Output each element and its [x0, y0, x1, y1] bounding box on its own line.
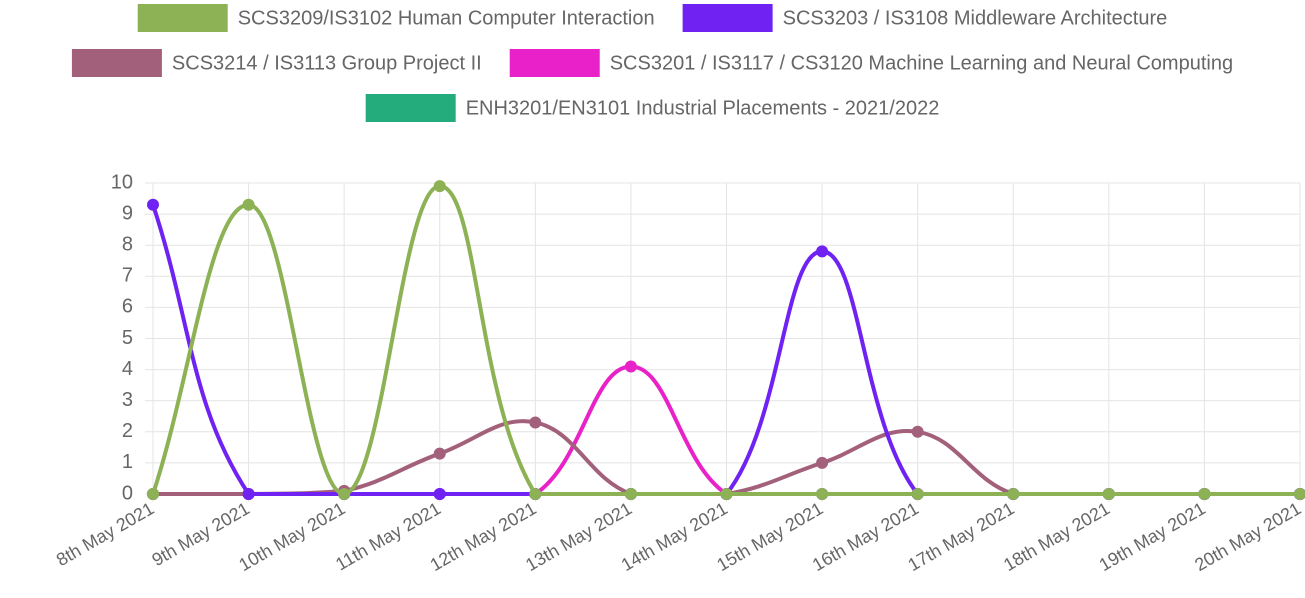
legend-label: ENH3201/EN3101 Industrial Placements - 2… [466, 97, 940, 119]
legend-swatch [71, 49, 162, 77]
y-tick-label: 9 [122, 202, 133, 224]
data-point [1198, 488, 1211, 500]
legend-swatch [365, 94, 456, 122]
y-tick-label: 8 [122, 233, 133, 255]
data-point [720, 488, 733, 500]
x-tick-label: 19th May 2021 [1096, 498, 1209, 575]
y-tick-label: 1 [122, 451, 133, 473]
y-tick-label: 4 [122, 358, 133, 380]
x-tick-label: 20th May 2021 [1191, 498, 1304, 575]
legend-swatch [509, 49, 600, 77]
y-tick-label: 2 [122, 420, 133, 442]
legend-item: ENH3201/EN3101 Industrial Placements - 2… [365, 94, 940, 122]
data-point [911, 488, 924, 500]
data-point [1102, 488, 1115, 500]
data-point [529, 488, 542, 500]
data-point [1294, 488, 1305, 500]
data-point [624, 488, 637, 500]
x-tick-label: 12th May 2021 [427, 498, 540, 575]
data-point [1007, 488, 1020, 500]
data-point [433, 447, 446, 460]
data-point [147, 198, 159, 211]
legend-label: SCS3214 / IS3113 Group Project II [172, 52, 482, 74]
legend-label: SCS3201 / IS3117 / CS3120 Machine Learni… [610, 52, 1233, 74]
legend-item: SCS3201 / IS3117 / CS3120 Machine Learni… [509, 49, 1233, 77]
legend-label: SCS3209/IS3102 Human Computer Interactio… [238, 7, 655, 29]
y-tick-label: 0 [122, 482, 133, 504]
data-point [433, 180, 446, 193]
legend-swatch [682, 4, 773, 32]
legend-item: SCS3209/IS3102 Human Computer Interactio… [137, 4, 655, 32]
x-tick-label: 15th May 2021 [713, 498, 826, 575]
y-tick-label: 5 [122, 327, 133, 349]
x-tick-label: 13th May 2021 [522, 498, 635, 575]
legend-item: SCS3203 / IS3108 Middleware Architecture [682, 4, 1168, 32]
data-point [911, 425, 924, 438]
data-point [624, 360, 637, 373]
data-point [242, 198, 255, 211]
data-point [816, 245, 829, 258]
series-line [151, 184, 1300, 497]
data-point [529, 416, 542, 429]
y-tick-label: 10 [111, 171, 133, 193]
x-tick-label: 8th May 2021 [53, 498, 157, 570]
y-tick-label: 3 [122, 389, 133, 411]
x-tick-label: 18th May 2021 [1000, 498, 1113, 575]
y-tick-label: 7 [122, 265, 133, 287]
data-point [433, 488, 446, 500]
data-point [816, 488, 829, 500]
data-point [338, 488, 351, 500]
data-point [816, 456, 829, 469]
data-point [147, 488, 159, 500]
y-tick-label: 6 [122, 296, 133, 318]
legend-swatch [137, 4, 228, 32]
legend-item: SCS3214 / IS3113 Group Project II [71, 49, 482, 77]
x-tick-label: 14th May 2021 [618, 498, 731, 575]
data-point [242, 488, 255, 500]
x-tick-label: 16th May 2021 [809, 498, 922, 575]
legend-label: SCS3203 / IS3108 Middleware Architecture [783, 7, 1168, 29]
x-tick-label: 10th May 2021 [235, 498, 348, 575]
x-tick-label: 17th May 2021 [904, 498, 1017, 575]
x-tick-label: 11th May 2021 [332, 498, 444, 574]
